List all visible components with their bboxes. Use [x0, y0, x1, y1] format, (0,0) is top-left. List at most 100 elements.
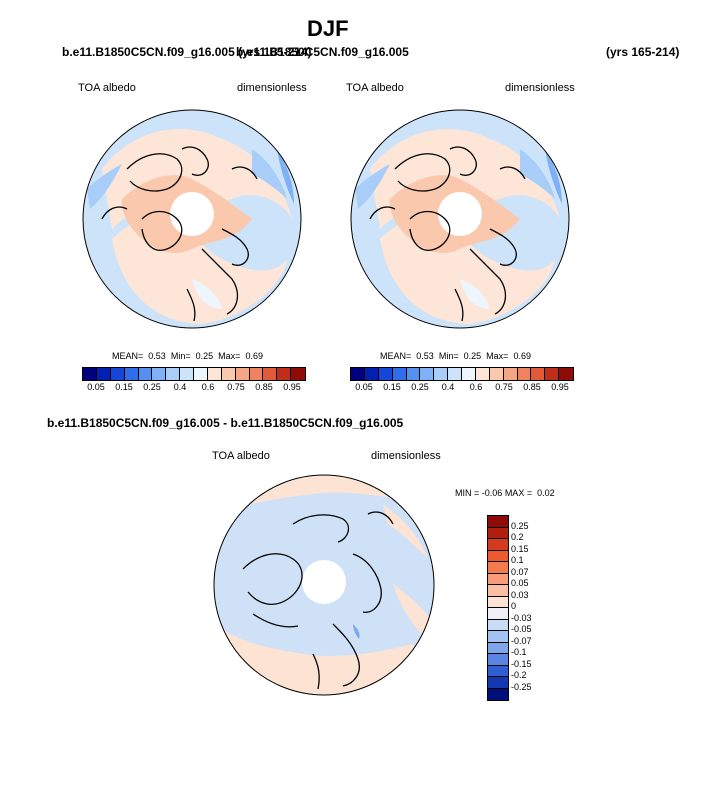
diff-units-label: dimensionless — [371, 450, 441, 462]
colorbar-swatch — [489, 368, 504, 380]
colorbar-tick-label: 0.03 — [511, 589, 529, 600]
colorbar-tick-label: 0.95 — [283, 382, 301, 392]
colorbar-swatch — [221, 368, 236, 380]
colorbar-tick-label: 0.05 — [355, 382, 373, 392]
colorbar-swatch — [488, 688, 508, 700]
colorbar-swatch — [392, 368, 407, 380]
colorbar-swatch — [351, 368, 365, 380]
polar-hole — [170, 192, 214, 236]
colorbar-swatch — [488, 642, 508, 654]
colorbar-tick-label: -0.2 — [511, 670, 527, 680]
colorbar-tick-label: -0.03 — [511, 612, 532, 623]
colorbar-swatch — [96, 368, 111, 380]
right-stats: MEAN= 0.53 Min= 0.25 Max= 0.69 — [380, 351, 531, 361]
colorbar-tick-label: -0.15 — [511, 658, 532, 669]
colorbar-tick-label: 0.1 — [511, 555, 524, 565]
colorbar-tick-label: 0.25 — [143, 382, 161, 392]
right-units-label: dimensionless — [505, 82, 575, 94]
right-variable-label: TOA albedo — [346, 82, 404, 94]
colorbar-tick-label: 0.25 — [511, 520, 529, 531]
colorbar-tick-label: 0.6 — [469, 382, 483, 392]
colorbar-swatch — [364, 368, 379, 380]
colorbar-swatch — [124, 368, 139, 380]
colorbar-swatch — [488, 516, 508, 528]
colorbar-tick-label: -0.25 — [511, 681, 532, 692]
colorbar-swatch — [194, 368, 208, 380]
colorbar-swatch — [545, 368, 560, 380]
colorbar-swatch — [488, 550, 508, 562]
colorbar-swatch — [488, 527, 508, 539]
colorbar-swatch — [488, 677, 508, 689]
right-colorbar-labels: 0.05 0.15 0.25 0.4 0.6 0.75 0.85 0.95 — [350, 382, 572, 394]
figure-title: DJF — [307, 16, 349, 41]
colorbar-swatch — [531, 368, 546, 380]
colorbar-swatch — [475, 368, 490, 380]
colorbar-tick-label: -0.07 — [511, 635, 532, 646]
colorbar-swatch — [559, 368, 573, 380]
colorbar-swatch — [235, 368, 250, 380]
colorbar-swatch — [420, 368, 435, 380]
colorbar-swatch — [263, 368, 278, 380]
diff-colorbar-labels: 0.25 0.2 0.15 0.1 0.07 0.05 0.03 0 -0.03 -0.05 -0.… — [511, 515, 551, 699]
colorbar-tick-label: -0.05 — [511, 624, 532, 634]
colorbar-swatch — [488, 619, 508, 631]
colorbar-swatch — [406, 368, 421, 380]
right-colorbar — [350, 367, 574, 381]
colorbar-tick-label: 0.75 — [227, 382, 245, 392]
colorbar-swatch — [249, 368, 264, 380]
colorbar-tick-label: 0 — [511, 601, 517, 611]
left-polar-map — [82, 109, 302, 329]
colorbar-tick-label: 0.4 — [173, 382, 187, 392]
left-colorbar-labels: 0.05 0.15 0.25 0.4 0.6 0.75 0.85 0.95 — [82, 382, 304, 394]
left-variable-label: TOA albedo — [78, 82, 136, 94]
colorbar-swatch — [488, 539, 508, 551]
colorbar-swatch — [152, 368, 167, 380]
colorbar-swatch — [488, 585, 508, 597]
colorbar-tick-label: 0.75 — [495, 382, 513, 392]
colorbar-swatch — [138, 368, 153, 380]
colorbar-swatch — [277, 368, 292, 380]
colorbar-swatch — [488, 608, 508, 620]
colorbar-swatch — [488, 573, 508, 585]
colorbar-swatch — [291, 368, 305, 380]
colorbar-swatch — [110, 368, 125, 380]
colorbar-swatch — [180, 368, 194, 380]
map-border — [82, 109, 302, 329]
colorbar-tick-label: 0.15 — [383, 382, 401, 392]
diff-variable-label: TOA albedo — [212, 450, 270, 462]
diff-polar-map — [213, 474, 435, 696]
colorbar-swatch — [448, 368, 462, 380]
colorbar-swatch — [434, 368, 449, 380]
left-units-label: dimensionless — [237, 82, 307, 94]
colorbar-tick-label: 0.85 — [523, 382, 541, 392]
diff-colorbar — [487, 515, 509, 701]
right-polar-map — [350, 109, 570, 329]
colorbar-swatch — [488, 665, 508, 677]
colorbar-tick-label: 0.6 — [201, 382, 215, 392]
colorbar-swatch — [166, 368, 181, 380]
colorbar-swatch — [378, 368, 393, 380]
colorbar-tick-label: 0.07 — [511, 566, 529, 577]
left-stats: MEAN= 0.53 Min= 0.25 Max= 0.69 — [112, 351, 263, 361]
case-years-right: (yrs 165-214) — [606, 45, 680, 59]
colorbar-swatch — [207, 368, 222, 380]
case-label-left: b.e11.B1850C5CN.f09_g16.005 (yrs 165-214… — [62, 45, 312, 59]
colorbar-tick-label: 0.95 — [551, 382, 569, 392]
case-label-right: b.e11.B1850C5CN.f09_g16.005 — [236, 45, 409, 59]
colorbar-tick-label: 0.4 — [441, 382, 455, 392]
colorbar-tick-label: 0.2 — [511, 532, 524, 542]
diff-title: b.e11.B1850C5CN.f09_g16.005 - b.e11.B185… — [47, 416, 404, 430]
colorbar-swatch — [488, 596, 508, 608]
coastline — [126, 153, 183, 192]
left-colorbar — [82, 367, 306, 381]
colorbar-swatch — [517, 368, 532, 380]
colorbar-tick-label: 0.15 — [511, 543, 529, 554]
colorbar-swatch — [488, 631, 508, 643]
diff-minmax: MIN = -0.06 MAX = 0.02 — [455, 488, 555, 498]
colorbar-swatch — [462, 368, 476, 380]
colorbar-swatch — [488, 654, 508, 666]
colorbar-tick-label: 0.05 — [87, 382, 105, 392]
colorbar-tick-label: 0.85 — [255, 382, 273, 392]
colorbar-swatch — [503, 368, 518, 380]
colorbar-tick-label: -0.1 — [511, 647, 527, 657]
